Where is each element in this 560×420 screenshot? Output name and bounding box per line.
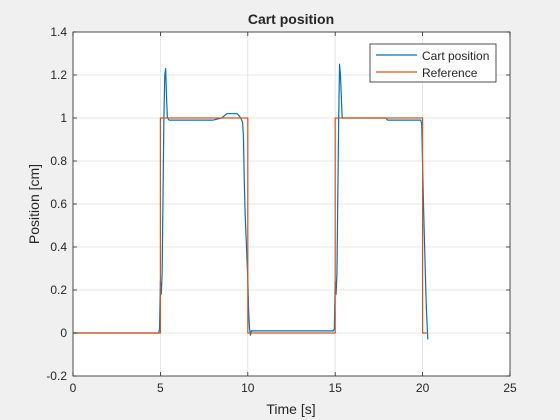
legend-label-reference: Reference (422, 66, 478, 80)
x-tick-label: 0 (70, 381, 77, 395)
chart-title: Cart position (248, 11, 334, 27)
legend-box (369, 43, 497, 83)
y-tick-label: 1 (60, 111, 67, 125)
y-tick-label: 1.4 (50, 25, 67, 39)
y-tick-labels: -0.2 0 0.2 0.4 0.6 0.8 1 1.2 1.4 (46, 25, 67, 383)
y-tick-label: 0.6 (50, 197, 67, 211)
plot-lines (73, 63, 429, 340)
x-tick-label: 15 (329, 381, 343, 395)
tick-marks (72, 31, 511, 377)
y-tick-label: 0 (60, 326, 67, 340)
cart-position-line (73, 63, 429, 340)
x-tick-label: 10 (241, 381, 255, 395)
x-axis-label: Time [s] (266, 401, 315, 417)
x-tick-labels: 0 5 10 15 20 25 (70, 381, 517, 395)
y-axis-label: Position [cm] (26, 164, 42, 244)
y-tick-label: 0.2 (50, 283, 67, 297)
y-tick-label: -0.2 (46, 369, 67, 383)
legend: Cart position Reference (369, 43, 497, 83)
legend-label-cart-position: Cart position (422, 49, 489, 63)
y-tick-label: 0.4 (50, 240, 67, 254)
reference-line (73, 117, 428, 334)
y-tick-label: 1.2 (50, 68, 67, 82)
y-tick-label: 0.8 (50, 154, 67, 168)
x-tick-label: 25 (503, 381, 517, 395)
x-tick-label: 5 (157, 381, 164, 395)
x-tick-label: 20 (416, 381, 430, 395)
